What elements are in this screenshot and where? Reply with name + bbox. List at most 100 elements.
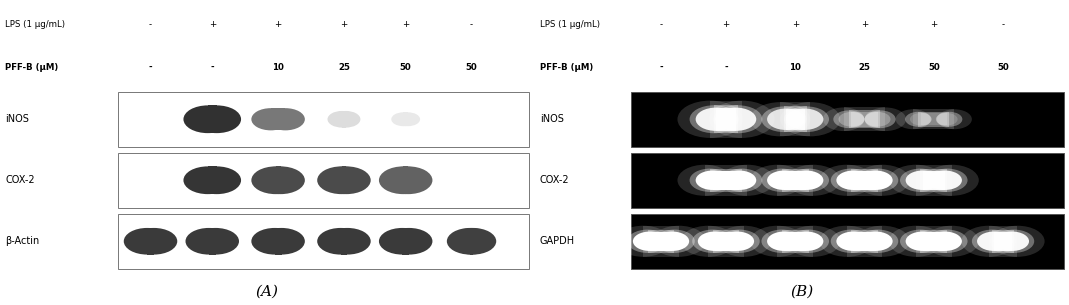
Bar (847, 226, 882, 257)
Bar (916, 226, 951, 257)
Ellipse shape (322, 167, 371, 194)
Text: 50: 50 (928, 63, 940, 72)
Text: 25: 25 (338, 63, 350, 72)
Ellipse shape (317, 167, 366, 194)
Bar (913, 109, 955, 129)
Bar (916, 165, 951, 196)
Ellipse shape (251, 167, 300, 194)
Bar (710, 101, 742, 138)
Bar (786, 109, 805, 130)
Text: -: - (724, 63, 728, 72)
Ellipse shape (718, 230, 760, 253)
Ellipse shape (936, 112, 962, 127)
Ellipse shape (396, 112, 420, 126)
Ellipse shape (124, 228, 170, 255)
Text: +: + (930, 20, 938, 29)
Ellipse shape (628, 230, 668, 253)
Ellipse shape (251, 108, 291, 130)
Ellipse shape (857, 169, 898, 192)
Bar (923, 231, 945, 251)
Ellipse shape (927, 230, 967, 253)
Ellipse shape (905, 231, 940, 251)
Ellipse shape (693, 230, 733, 253)
Ellipse shape (698, 231, 732, 251)
Ellipse shape (750, 165, 805, 196)
Ellipse shape (831, 169, 871, 192)
Bar (716, 108, 735, 131)
Bar (275, 228, 281, 255)
Text: GAPDH: GAPDH (540, 236, 575, 246)
Bar (631, 214, 1064, 269)
Ellipse shape (750, 226, 805, 257)
Bar (843, 107, 885, 131)
Ellipse shape (928, 231, 962, 251)
Ellipse shape (130, 228, 177, 255)
Bar (710, 169, 742, 192)
Text: iNOS: iNOS (540, 114, 563, 124)
Ellipse shape (927, 169, 967, 192)
Ellipse shape (696, 170, 730, 190)
Ellipse shape (865, 107, 907, 131)
Bar (714, 105, 738, 133)
Ellipse shape (696, 108, 737, 131)
Bar (992, 230, 1013, 253)
Ellipse shape (384, 167, 433, 194)
Bar (994, 231, 1012, 251)
Ellipse shape (258, 228, 305, 255)
Ellipse shape (831, 230, 871, 253)
Ellipse shape (768, 231, 801, 251)
Text: (B): (B) (790, 285, 814, 299)
Ellipse shape (722, 169, 762, 192)
Ellipse shape (788, 169, 828, 192)
Ellipse shape (834, 110, 865, 128)
Ellipse shape (780, 102, 840, 136)
Bar (989, 226, 1018, 257)
Bar (713, 170, 740, 190)
Ellipse shape (721, 165, 774, 196)
Ellipse shape (910, 113, 932, 125)
Bar (148, 228, 154, 255)
Bar (851, 169, 878, 192)
Bar (341, 167, 346, 194)
Ellipse shape (616, 226, 670, 257)
Ellipse shape (855, 165, 910, 196)
Ellipse shape (391, 112, 416, 126)
Bar (704, 165, 747, 196)
Ellipse shape (327, 111, 357, 127)
Ellipse shape (935, 113, 958, 125)
Text: -: - (149, 63, 152, 72)
Bar (208, 228, 216, 255)
Ellipse shape (447, 228, 494, 255)
Bar (708, 226, 744, 257)
Ellipse shape (786, 226, 840, 257)
Bar (781, 230, 808, 253)
Ellipse shape (905, 112, 931, 127)
Text: PFF-B (μM): PFF-B (μM) (5, 63, 59, 72)
Bar (402, 228, 409, 255)
Ellipse shape (925, 165, 979, 196)
Bar (781, 169, 808, 192)
Bar (470, 228, 472, 255)
Ellipse shape (713, 105, 762, 133)
Bar (631, 92, 1064, 147)
Text: PFF-B (μM): PFF-B (μM) (540, 63, 593, 72)
Text: +: + (402, 20, 409, 29)
Ellipse shape (820, 165, 874, 196)
Text: 50: 50 (400, 63, 412, 72)
Ellipse shape (716, 226, 771, 257)
Ellipse shape (251, 228, 298, 255)
Ellipse shape (331, 111, 360, 127)
Text: -: - (1002, 20, 1005, 29)
Bar (648, 230, 675, 253)
Ellipse shape (633, 231, 667, 251)
Ellipse shape (761, 169, 803, 192)
Ellipse shape (928, 170, 962, 190)
Bar (785, 170, 806, 190)
Text: +: + (723, 20, 729, 29)
Ellipse shape (266, 108, 305, 130)
Ellipse shape (858, 170, 893, 190)
Bar (715, 231, 738, 251)
Text: (A): (A) (255, 285, 279, 299)
Ellipse shape (820, 226, 874, 257)
Bar (851, 230, 878, 253)
